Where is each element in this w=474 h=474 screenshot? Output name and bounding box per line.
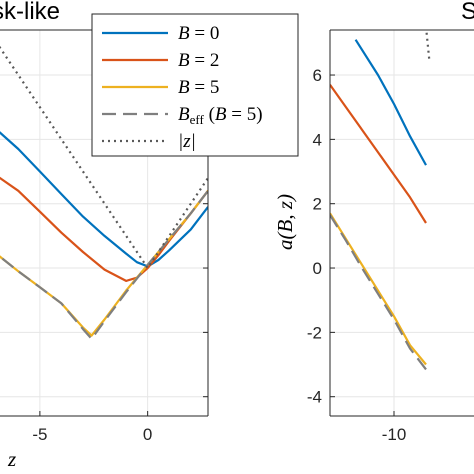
right-series-line-3	[330, 214, 427, 371]
legend-label-4: |z|	[178, 131, 196, 152]
right-series-line-0	[354, 39, 427, 166]
right-y-tick-label: -4	[307, 388, 322, 407]
legend: B = 0 B = 2 B = 5 Beff (B = 5) |z|	[91, 13, 299, 157]
right-series	[330, 30, 431, 371]
right-x-tick-label: -10	[382, 425, 407, 444]
right-y-tick-label: 2	[313, 195, 322, 214]
left-x-tick-label: 0	[143, 425, 152, 444]
legend-label-3: Beff (B = 5)	[178, 104, 263, 127]
left-series	[0, 45, 208, 340]
left-series-line-4	[0, 45, 208, 270]
legend-label-1: B = 2	[178, 50, 219, 71]
left-title: sk-like	[0, 0, 60, 25]
left-series-line-0	[0, 131, 208, 268]
right-y-tick-label: -2	[307, 323, 322, 342]
legend-label-0: B = 0	[178, 23, 219, 44]
left-x-label: z	[7, 447, 16, 471]
legend-label-2: B = 5	[178, 77, 219, 98]
left-x-tick-label: -5	[32, 425, 47, 444]
right-series-line-1	[330, 84, 427, 224]
right-y-tick-label: 4	[313, 130, 322, 149]
right-ticks: -4 -2 0 2 4 6 -10	[307, 66, 406, 444]
right-y-tick-label: 0	[313, 259, 322, 278]
right-title: S	[461, 0, 474, 25]
right-panel: -4 -2 0 2 4 6 -10 S a(B, z)	[273, 0, 474, 444]
right-y-tick-label: 6	[313, 66, 322, 85]
left-series-line-3	[0, 190, 208, 340]
legend-box	[91, 13, 299, 157]
right-y-label: a(B, z)	[273, 194, 297, 250]
